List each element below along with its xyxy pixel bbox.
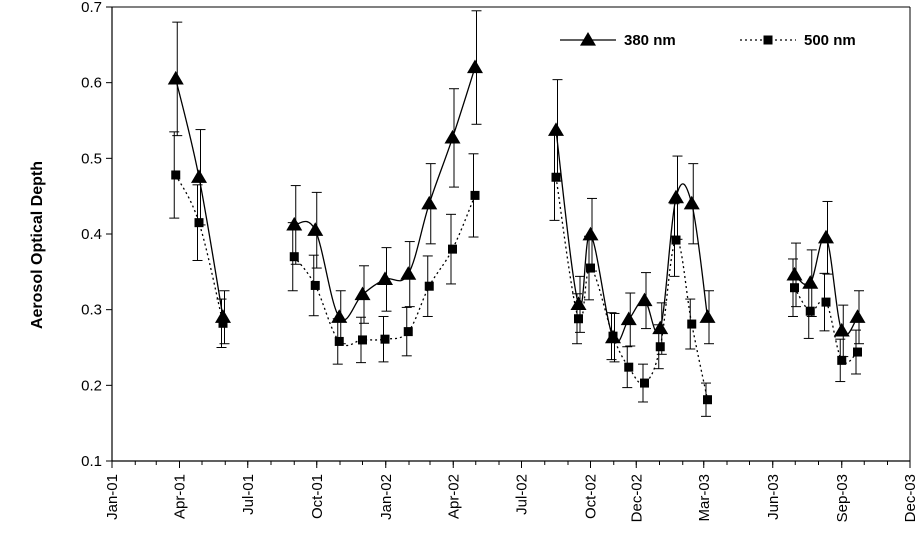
series-500nm-point [310, 280, 320, 290]
series-500nm-point [853, 347, 862, 357]
x-tick-label: Oct-02 [583, 474, 600, 519]
series-500nm-point [289, 252, 299, 262]
series-500nm-line [555, 177, 709, 400]
y-tick-label: 0.2 [81, 377, 102, 394]
legend-500nm-label: 500 nm [804, 32, 856, 49]
x-tick-label: Jan-01 [104, 474, 121, 520]
series-500nm-point [790, 283, 799, 293]
x-tick-label: Oct-01 [309, 474, 326, 519]
y-tick-label: 0.5 [81, 150, 102, 167]
legend-380nm-marker [580, 32, 596, 46]
series-380nm-point [444, 129, 461, 144]
x-tick-label: Jun-03 [765, 474, 782, 520]
series-380nm-point [167, 70, 184, 85]
series-500nm-point [640, 378, 649, 388]
series-380nm-point [467, 59, 483, 74]
series-500nm-point [218, 318, 228, 328]
series-500nm-point [574, 314, 583, 324]
series-380nm-point [570, 296, 587, 310]
series-500nm-point [821, 297, 831, 307]
series-500nm-point [624, 362, 634, 372]
series-380nm-point [307, 222, 324, 236]
x-tick-label: Apr-01 [172, 474, 189, 519]
series-380nm-point [421, 195, 438, 210]
series-500nm-point [448, 244, 457, 254]
series-500nm-point [687, 319, 697, 329]
series-500nm-point [470, 190, 480, 200]
x-tick-label: Jul-02 [514, 474, 531, 515]
y-tick-label: 0.6 [81, 75, 102, 92]
series-380nm-point [849, 309, 866, 323]
series-500nm-point [380, 334, 390, 344]
series-380nm-point [636, 292, 653, 307]
x-tick-label: Sep-03 [834, 474, 851, 522]
series-500nm-point [171, 170, 181, 180]
x-tick-label: Mar-03 [696, 474, 713, 522]
x-tick-label: Jan-02 [378, 474, 395, 520]
series-380nm-point [400, 266, 417, 280]
series-380nm-point [548, 122, 564, 136]
legend-380nm-label: 380 nm [624, 32, 676, 49]
x-tick-label: Dec-03 [902, 474, 919, 522]
x-tick-label: Jul-01 [240, 474, 257, 515]
series-500nm-point [671, 235, 681, 245]
series-500nm-point [403, 327, 413, 337]
series-380nm-point [191, 169, 207, 183]
series-380nm-point [331, 309, 348, 323]
series-500nm-point [358, 335, 367, 345]
x-tick-label: Dec-02 [628, 474, 645, 522]
y-tick-label: 0.1 [81, 453, 102, 470]
y-axis-title: Aerosol Optical Depth [29, 161, 46, 329]
series-380nm-point [818, 229, 834, 244]
legend: 380 nm 500 nm [560, 32, 856, 49]
series-500nm-point [837, 355, 847, 365]
series-500nm-point [608, 331, 618, 341]
series-500nm-point [655, 342, 665, 352]
y-tick-label: 0.7 [81, 0, 102, 16]
series-500nm-point [194, 218, 204, 228]
series-500nm-line [175, 174, 224, 324]
series-380nm-point [582, 226, 599, 241]
legend-500nm-marker [763, 35, 773, 45]
series-500nm-point [424, 281, 434, 291]
series-500nm-point [586, 263, 595, 273]
series-500nm-point [334, 336, 344, 346]
data-marks [167, 10, 866, 417]
series-380nm-point [620, 311, 637, 326]
series-380nm-point [377, 271, 393, 285]
series-500nm-point [551, 172, 561, 182]
series-500nm-line [293, 195, 476, 347]
series-380nm-point [699, 309, 716, 323]
series-380nm-point [683, 195, 700, 210]
series-380nm-point [833, 322, 850, 337]
series-380nm-point [652, 320, 669, 335]
axes: 0.1 0.2 0.3 0.4 0.5 0.6 0.7 Jan-01 Apr-01 Jul-01 O… [81, 0, 919, 522]
series-500nm-point [703, 395, 712, 405]
series-380nm-point [786, 266, 803, 281]
series-380nm-point [354, 286, 371, 301]
x-tick-label: Apr-02 [445, 474, 462, 519]
series-500nm-point [805, 306, 815, 316]
y-tick-label: 0.4 [81, 226, 102, 243]
series-380nm-point [286, 216, 303, 231]
series-380nm-point [802, 275, 819, 289]
y-tick-label: 0.3 [81, 302, 102, 319]
series-380nm-point [668, 189, 684, 204]
